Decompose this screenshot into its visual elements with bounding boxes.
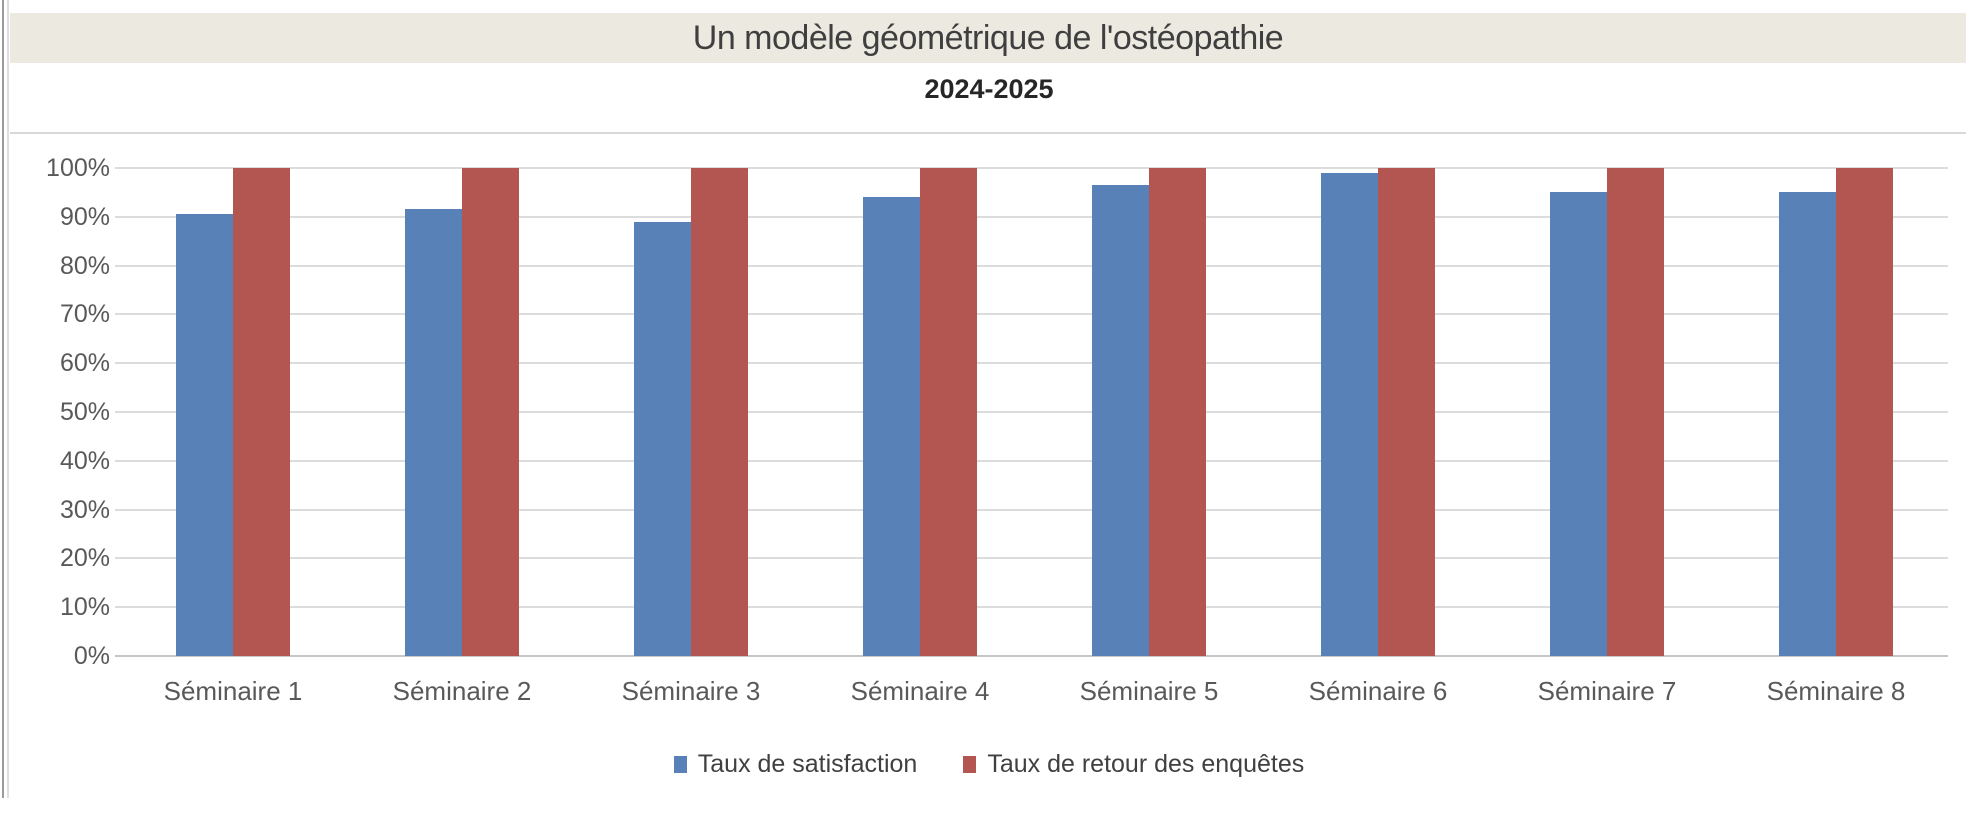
chart-area-top-border	[10, 132, 1966, 134]
y-tick-label: 60%	[59, 349, 110, 378]
gridline-60	[115, 362, 1948, 365]
sheet-title-band: Un modèle géométrique de l'ostéopathie	[10, 13, 1966, 63]
y-tick-label: 100%	[46, 154, 110, 182]
gridline-90	[115, 215, 1948, 218]
bar-series-0-séminaire-4[interactable]	[863, 197, 920, 656]
legend-label: Taux de retour des enquêtes	[987, 750, 1305, 778]
legend-item-series-0[interactable]: Taux de satisfaction	[673, 750, 918, 779]
gridline-0	[115, 655, 1948, 657]
bar-series-0-séminaire-1[interactable]	[176, 214, 233, 656]
category-label: Séminaire 5	[1079, 676, 1219, 706]
gridline-20	[115, 557, 1948, 560]
bar-series-0-séminaire-5[interactable]	[1092, 185, 1149, 656]
gridline-100	[115, 167, 1948, 169]
gridline-80	[115, 264, 1948, 267]
bar-series-0-séminaire-2[interactable]	[405, 209, 462, 656]
gridline-50	[115, 411, 1948, 413]
y-tick-label: 40%	[59, 446, 110, 475]
bar-series-0-séminaire-8[interactable]	[1779, 192, 1836, 656]
y-tick-label: 0%	[73, 642, 110, 670]
category-label: Séminaire 8	[1766, 676, 1906, 706]
category-label: Séminaire 4	[850, 676, 990, 706]
chart-legend[interactable]: Taux de satisfaction Taux de retour des e…	[0, 750, 1978, 779]
window-left-border-inner	[7, 0, 9, 798]
gridline-40	[115, 459, 1948, 462]
y-tick-label: 50%	[59, 398, 110, 426]
bar-series-1-séminaire-8[interactable]	[1836, 168, 1893, 656]
legend-item-series-1[interactable]: Taux de retour des enquêtes	[963, 750, 1304, 779]
category-label: Séminaire 7	[1537, 676, 1677, 706]
bar-series-1-séminaire-6[interactable]	[1378, 168, 1435, 656]
bar-series-1-séminaire-3[interactable]	[691, 168, 748, 656]
bar-series-0-séminaire-6[interactable]	[1321, 172, 1378, 656]
legend-swatch-icon	[673, 756, 687, 773]
bar-series-1-séminaire-2[interactable]	[462, 168, 519, 656]
y-tick-label: 80%	[59, 251, 110, 280]
window-left-border	[2, 0, 4, 798]
y-tick-label: 70%	[59, 300, 110, 329]
gridline-30	[115, 508, 1948, 511]
category-label: Séminaire 2	[392, 676, 532, 706]
category-label: Séminaire 3	[621, 676, 761, 706]
bar-series-1-séminaire-7[interactable]	[1607, 168, 1664, 656]
bar-series-0-séminaire-3[interactable]	[634, 221, 691, 656]
legend-swatch-icon	[963, 756, 977, 773]
legend-label: Taux de satisfaction	[697, 750, 918, 778]
y-tick-label: 20%	[59, 544, 110, 573]
category-label: Séminaire 6	[1308, 676, 1448, 706]
gridline-10	[115, 606, 1948, 609]
y-tick-label: 30%	[59, 495, 110, 524]
y-tick-label: 90%	[59, 202, 110, 231]
bar-series-1-séminaire-5[interactable]	[1149, 168, 1206, 656]
bar-series-0-séminaire-7[interactable]	[1550, 192, 1607, 656]
bar-series-1-séminaire-1[interactable]	[233, 168, 290, 656]
category-label: Séminaire 1	[163, 676, 303, 706]
gridline-70	[115, 313, 1948, 316]
y-tick-label: 10%	[59, 593, 110, 622]
chart-subtitle: 2024-2025	[924, 74, 1054, 104]
bar-series-1-séminaire-4[interactable]	[920, 168, 977, 656]
chart-main-title: Un modèle géométrique de l'ostéopathie	[692, 18, 1284, 57]
